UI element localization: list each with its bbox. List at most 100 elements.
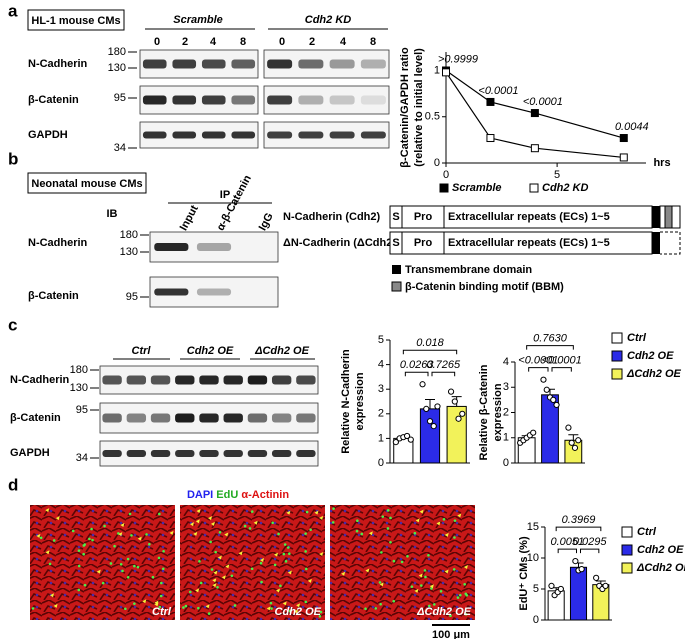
nucleus <box>71 529 75 533</box>
nucleus <box>442 518 446 521</box>
arrowhead <box>418 573 423 578</box>
nucleus <box>133 564 136 568</box>
scale-label: 100 μm <box>432 629 470 639</box>
arrowhead <box>96 569 101 574</box>
mw-marker: 180 <box>120 229 138 241</box>
mw-marker: 180 <box>108 46 126 58</box>
lane-label: 4 <box>340 36 347 48</box>
row-label: GAPDH <box>28 129 68 141</box>
arrowhead <box>45 508 50 513</box>
nucleus <box>218 530 222 534</box>
nucleus <box>130 534 133 537</box>
data-point <box>543 386 550 393</box>
arrowhead <box>296 603 301 608</box>
y-tick-label: 10 <box>527 552 539 564</box>
blot-band <box>102 413 122 423</box>
lane-label: 4 <box>210 36 217 48</box>
legend-label: Scramble <box>452 182 502 194</box>
blot-band <box>154 243 189 251</box>
point <box>530 144 539 153</box>
stain: DAPI <box>187 489 213 501</box>
row-label: N-Cadherin <box>28 237 88 249</box>
data-point <box>571 444 579 451</box>
bracket <box>528 367 549 372</box>
nucleus <box>250 567 254 571</box>
blot-band <box>172 131 197 139</box>
y-tick-label: 0.5 <box>425 111 440 123</box>
y-tick-label: 0 <box>533 614 539 626</box>
deleted-domain <box>660 231 681 255</box>
arrowhead <box>274 552 279 557</box>
arrowhead <box>275 588 280 593</box>
legend-label: ΔCdh2 OE <box>636 562 685 574</box>
nucleus <box>271 521 274 525</box>
nucleus <box>400 560 404 564</box>
y-tick-label: 4 <box>378 359 384 371</box>
arrowhead <box>120 523 125 528</box>
arrowhead <box>365 568 370 573</box>
blot-band <box>150 375 171 385</box>
nucleus <box>318 615 322 618</box>
nucleus <box>439 589 443 593</box>
nucleus <box>284 560 288 563</box>
nucleus <box>288 609 292 613</box>
nucleus <box>157 556 161 560</box>
arrowhead <box>195 519 200 524</box>
arrowhead <box>319 515 324 520</box>
row-label: N-Cadherin <box>10 374 70 386</box>
group-label: Cdh2 KD <box>305 14 352 26</box>
blot-band <box>267 131 293 139</box>
nucleus <box>230 574 234 578</box>
blot-band <box>360 59 386 69</box>
arrowhead <box>205 604 210 609</box>
y-tick-label: 5 <box>533 583 539 595</box>
image-label: Cdh2 OE <box>275 606 322 618</box>
nucleus <box>374 607 378 610</box>
blot-band <box>271 450 292 457</box>
nucleus <box>381 515 385 518</box>
nucleus <box>392 599 396 603</box>
domain-label: Extracellular repeats (ECs) 1~5 <box>448 211 610 223</box>
nucleus <box>210 568 214 571</box>
panel-letter: a <box>8 1 18 20</box>
legend-key <box>621 544 633 556</box>
nucleus <box>233 604 237 607</box>
y-tick-label: 1 <box>503 432 509 444</box>
y-axis-label: Relative N-Cadherin <box>340 349 352 454</box>
data-point <box>578 566 585 573</box>
data-point <box>451 398 458 405</box>
arrowhead <box>260 557 265 562</box>
arrowhead <box>444 569 449 574</box>
data-point <box>575 437 582 444</box>
nucleus <box>197 606 200 610</box>
arrowhead <box>225 564 230 569</box>
nucleus <box>148 542 151 546</box>
nucleus <box>198 560 201 563</box>
y-axis-label: β-Catenin/GAPDH ratio <box>399 47 411 168</box>
nucleus <box>124 607 127 611</box>
nucleus <box>282 552 286 556</box>
nucleus <box>31 607 35 610</box>
nucleus <box>304 600 308 604</box>
domain-label: Extracellular repeats (ECs) 1~5 <box>448 237 610 249</box>
mw-marker: 34 <box>76 452 88 464</box>
p-value: >0.9999 <box>438 53 478 65</box>
nucleus <box>380 551 383 554</box>
arrowhead <box>414 588 419 593</box>
point <box>486 134 495 143</box>
blot-band <box>102 450 122 457</box>
p-value: 0.3969 <box>562 514 596 526</box>
legend-key <box>529 183 539 193</box>
nucleus <box>184 604 188 608</box>
stain: EdU <box>216 489 238 501</box>
blot-band <box>126 450 147 457</box>
nucleus <box>270 607 273 610</box>
nucleus <box>286 546 290 549</box>
nucleus <box>428 604 431 608</box>
nucleus <box>452 568 456 571</box>
x-tick-label: 0 <box>443 169 449 181</box>
arrowhead <box>444 532 449 537</box>
point <box>442 68 450 77</box>
blot-band <box>267 59 293 69</box>
arrowhead <box>210 521 215 526</box>
